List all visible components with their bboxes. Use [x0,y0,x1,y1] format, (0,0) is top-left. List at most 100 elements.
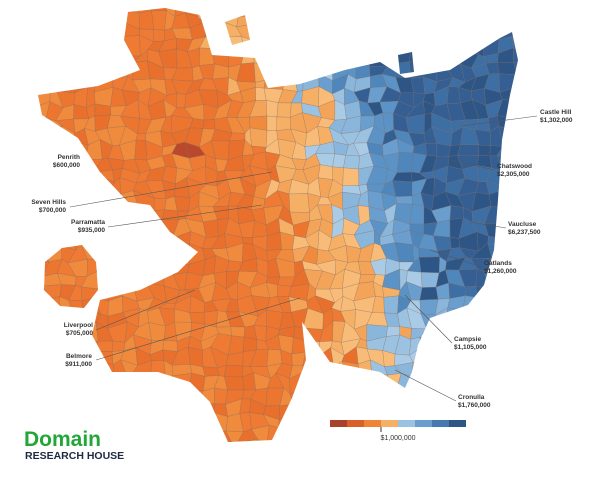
suburb-cell [74,8,88,17]
suburb-cell [511,25,518,41]
suburb-cell [111,340,126,352]
suburb-cell [178,466,191,482]
suburb-cell [16,0,36,222]
suburb-cell [438,39,451,56]
suburb-label: Cronulla $1,760,000 [458,394,491,409]
suburb-cell [38,67,49,82]
suburb-cell [204,441,213,442]
suburb-cell [526,0,544,16]
suburb-cell [277,62,295,79]
suburb-cell [498,424,517,442]
suburb-label: Liverpool $705,000 [64,322,94,337]
suburb-cell [38,336,47,349]
suburb-cell [18,0,37,199]
suburb-cell [135,210,155,225]
suburb-cell [348,391,355,407]
suburb-cell [69,399,90,417]
suburb-cell [251,425,270,442]
suburb-cell [408,468,426,482]
suburb-cell [529,441,544,460]
suburb-cell [569,298,580,310]
suburb-cell [152,259,164,276]
suburb-cell [526,145,537,155]
suburb-cell [277,464,297,482]
suburb-label: Vaucluse $6,237,500 [508,221,541,236]
suburb-cell [462,444,477,456]
suburb-cell [484,11,506,29]
suburb-cell [497,466,516,482]
suburb-cell [421,398,439,418]
suburb-cell [537,349,554,362]
suburb-cell [135,424,151,442]
leader-line [95,297,301,361]
suburb-cell [484,438,499,442]
suburb-cell [19,0,35,445]
suburb-cell [590,209,600,222]
suburb-cell [589,365,600,376]
suburb-cell [575,114,596,132]
suburb-cell [121,413,138,431]
suburb-cell [38,400,44,419]
suburb-cell [475,471,488,482]
suburb-cell [83,177,103,199]
suburb-cell [450,445,466,457]
suburb-label: Seven Hills $700,000 [31,199,66,214]
suburb-cell [237,8,255,18]
suburb-cell [202,366,220,377]
suburb-cell [566,206,583,225]
suburb-cell [554,10,566,26]
suburb-cell [302,412,321,427]
suburb-cell [537,362,554,381]
suburb-cell [542,35,556,55]
suburb-cell [589,178,600,195]
suburb-cell [510,178,518,200]
legend-label: $1,000,000 [380,435,415,442]
suburb-cell [302,401,324,418]
suburb-cell [579,10,594,27]
suburb-cell [438,375,453,392]
suburb-cell [38,218,50,234]
suburb-cell [589,245,600,260]
suburb-cells [16,0,600,482]
suburb-cell [21,0,36,43]
suburb-cell [449,205,464,220]
suburb-cell [564,50,580,67]
suburb-cell [588,456,600,464]
suburb-cell [106,36,123,57]
suburb-cell [526,414,542,427]
suburb-cell [394,451,408,472]
suburb-cell [328,451,346,472]
suburb-cell [133,259,154,277]
suburb-cell [69,171,86,184]
suburb-cell [565,26,581,40]
suburb-cell [580,285,596,298]
suburb-cell [18,0,36,251]
suburb-cell [149,379,166,395]
suburb-cell [537,378,553,393]
suburb-cell [536,263,553,269]
suburb-cell [138,10,154,30]
suburb-cell [434,366,453,382]
suburb-cell [216,8,227,18]
logo-brand: Domain [24,428,101,451]
suburb-cell [475,285,492,302]
suburb-cell [526,179,542,199]
suburb-cell [367,47,388,67]
suburb-cell [562,469,580,482]
suburb-cell [563,192,582,209]
suburb-cell [592,10,600,28]
suburb-cell [529,425,542,445]
suburb-cell [19,0,33,418]
suburb-cell [320,469,333,482]
suburb-cell [315,47,335,67]
suburb-cell [421,346,436,369]
suburb-cell [511,88,518,107]
suburb-cell [595,405,600,416]
suburb-cell [514,203,518,220]
suburb-cell [164,375,179,390]
suburb-cell [45,466,62,482]
suburb-cell [539,0,556,10]
suburb-cell [94,401,108,417]
suburb-cell [291,27,306,44]
suburb-cell [433,11,453,31]
